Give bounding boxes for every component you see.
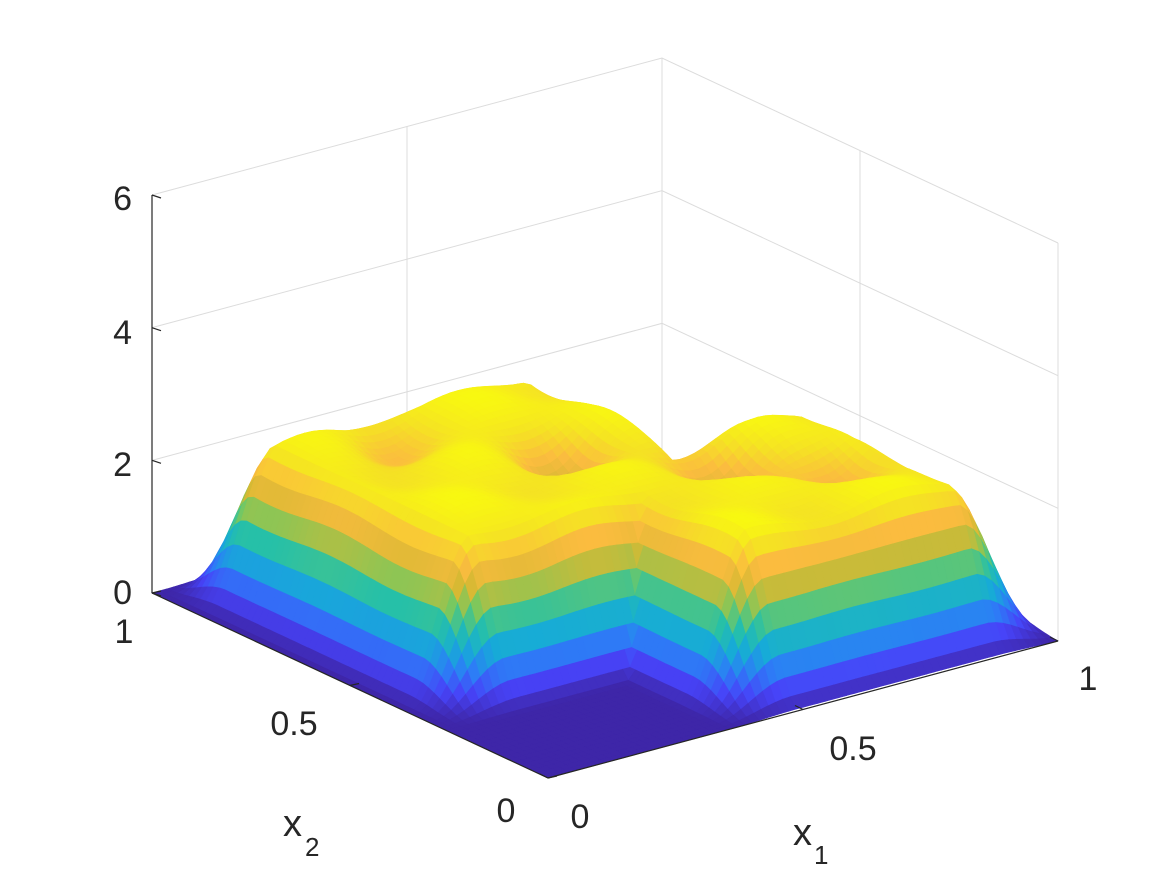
z-tick-mark-1 <box>151 459 162 464</box>
x1-axis-label: x 1 <box>793 812 828 870</box>
z-axis-ticks: 0 2 4 6 <box>113 180 132 612</box>
x2-tick-label-0.5: 0.5 <box>270 705 317 743</box>
x2-tick-label-0: 0 <box>497 792 516 830</box>
x2-axis-label-sub: 2 <box>305 832 319 862</box>
surface <box>151 382 1059 779</box>
z-tick-label-2: 2 <box>113 446 132 484</box>
z-grid-line-2 <box>151 190 1059 377</box>
z-tick-label-6: 6 <box>113 180 132 218</box>
x1-tick-label-1: 1 <box>1079 660 1098 698</box>
x1-tick-label-0.5: 0.5 <box>829 730 876 768</box>
z-tick-mark-2 <box>151 327 162 332</box>
x1-tick-label-0: 0 <box>571 798 590 836</box>
x1-axis-label-base: x <box>793 812 812 854</box>
z-grid-line-3 <box>151 57 1059 244</box>
x2-axis-label: x 2 <box>283 803 319 862</box>
x1-axis-label-sub: 1 <box>814 840 828 870</box>
z-tick-mark-3 <box>151 194 162 199</box>
z-tick-label-0: 0 <box>113 574 132 612</box>
x2-axis-label-base: x <box>283 803 302 845</box>
z-tick-label-4: 4 <box>113 314 132 352</box>
x2-tick-label-1: 1 <box>115 613 134 651</box>
